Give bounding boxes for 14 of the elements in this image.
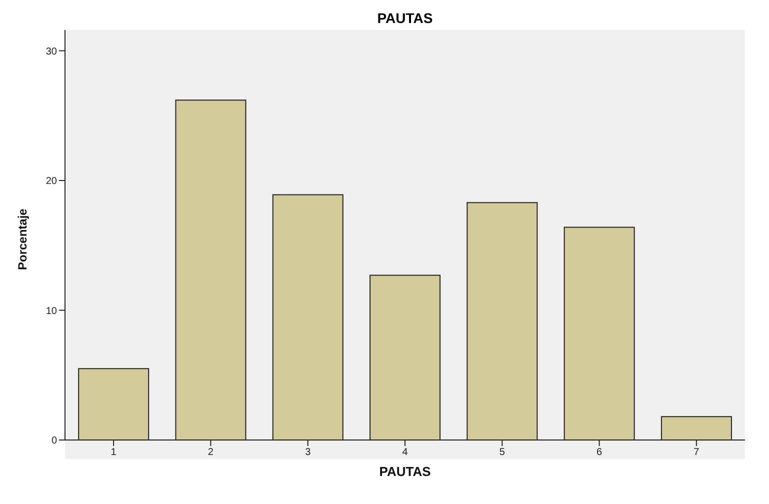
y-tick-label: 30: [46, 46, 58, 58]
chart-title: PAUTAS: [376, 10, 434, 26]
y-axis-title: Porcentaje: [15, 208, 30, 270]
x-tick-label: 1: [110, 447, 117, 458]
y-tick-label: 0: [51, 436, 58, 447]
x-axis-title: PAUTAS: [379, 464, 432, 479]
x-tick-label: 4: [402, 447, 408, 458]
y-tick-label: 20: [46, 176, 58, 188]
y-tick-label: 10: [46, 306, 58, 317]
x-tick-label: 6: [596, 447, 603, 458]
x-tick-label: 3: [305, 447, 312, 458]
x-tick-label: 2: [208, 447, 214, 458]
x-tick-label: 7: [694, 447, 700, 458]
x-tick-label: 5: [499, 447, 506, 458]
